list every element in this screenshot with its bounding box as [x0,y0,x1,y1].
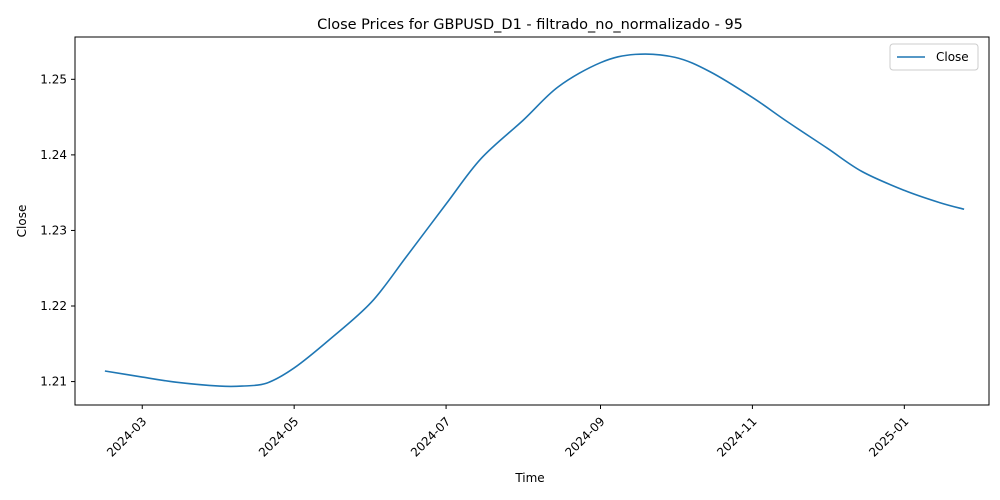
y-axis: 1.21 1.22 1.23 1.24 1.25 [40,72,75,389]
x-tick-label-5: 2025-01 [866,414,911,459]
series-layer [104,53,965,388]
legend-label: Close [936,50,969,64]
legend: Close [889,43,979,71]
y-tick-label-1: 1.22 [40,299,67,313]
x-tick-label-0: 2024-03 [104,414,149,459]
plot-area [74,36,990,406]
x-axis-label: Time [514,471,544,485]
y-tick-label-3: 1.24 [40,148,67,162]
y-tick-label-2: 1.23 [40,223,67,237]
x-tick-label-4: 2024-11 [714,414,759,459]
y-tick-label-4: 1.25 [40,72,67,86]
legend-box [889,43,979,71]
chart-title: Close Prices for GBPUSD_D1 - filtrado_no… [317,17,743,33]
x-tick-label-2: 2024-07 [408,414,453,459]
y-tick-label-0: 1.21 [40,375,67,389]
y-axis-label: Close [15,205,29,238]
x-tick-label-1: 2024-05 [256,414,301,459]
series-line-0 [104,53,965,388]
x-tick-label-3: 2024-09 [562,414,607,459]
x-axis: 2024-03 2024-05 2024-07 2024-09 2024-11 2025-… [104,405,912,460]
